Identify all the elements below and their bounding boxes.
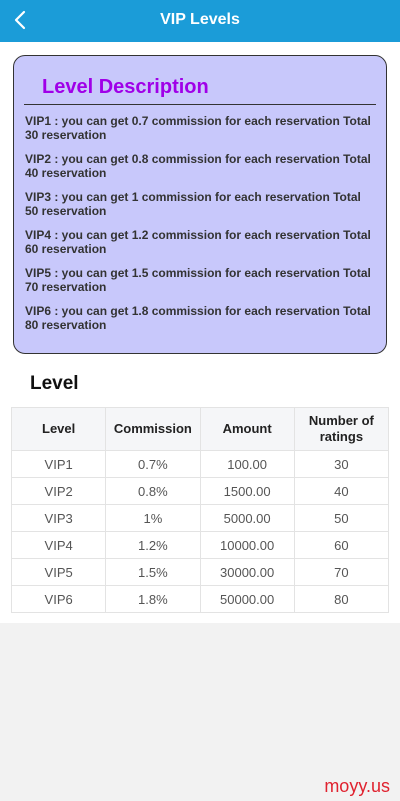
level-description-item: VIP6 : you can get 1.8 commission for ea… — [25, 304, 371, 332]
cell-amount: 5000.00 — [199, 504, 295, 532]
level-description-card: Level Description VIP1 : you can get 0.7… — [13, 55, 387, 354]
cell-ratings: 80 — [293, 585, 390, 613]
cell-level: VIP6 — [10, 585, 107, 613]
level-description-item: VIP4 : you can get 1.2 commission for ea… — [25, 228, 371, 256]
cell-commission: 1.2% — [105, 531, 201, 559]
cell-level: VIP4 — [10, 531, 107, 559]
table-row: VIP2 0.8% 1500.00 40 — [10, 477, 390, 505]
level-section-title: Level — [30, 373, 79, 394]
table-row: VIP4 1.2% 10000.00 60 — [10, 531, 390, 559]
cell-amount: 50000.00 — [199, 585, 295, 613]
cell-amount: 100.00 — [199, 450, 295, 478]
cell-ratings: 70 — [293, 558, 390, 586]
level-description-list: VIP1 : you can get 0.7 commission for ea… — [25, 114, 377, 342]
cell-ratings: 40 — [293, 477, 390, 505]
page-title: VIP Levels — [160, 11, 240, 28]
cell-commission: 1.8% — [105, 585, 201, 613]
column-header-commission: Commission — [105, 407, 201, 451]
cell-commission: 1.5% — [105, 558, 201, 586]
table-row: VIP5 1.5% 30000.00 70 — [10, 558, 390, 586]
table-row: VIP1 0.7% 100.00 30 — [10, 450, 390, 478]
cell-amount: 30000.00 — [199, 558, 295, 586]
table-row: VIP3 1% 5000.00 50 — [10, 504, 390, 532]
cell-commission: 0.7% — [105, 450, 201, 478]
header-bar: VIP Levels — [0, 0, 400, 42]
column-header-level: Level — [10, 407, 107, 451]
column-header-amount: Amount — [199, 407, 295, 451]
main-content: Level Description VIP1 : you can get 0.7… — [0, 42, 400, 623]
cell-amount: 10000.00 — [199, 531, 295, 559]
cell-commission: 1% — [105, 504, 201, 532]
level-description-item: VIP5 : you can get 1.5 commission for ea… — [25, 266, 371, 294]
cell-ratings: 50 — [293, 504, 390, 532]
watermark-text: moyy.us — [324, 776, 390, 796]
divider — [24, 104, 376, 105]
cell-ratings: 60 — [293, 531, 390, 559]
cell-level: VIP1 — [10, 450, 107, 478]
cell-level: VIP2 — [10, 477, 107, 505]
level-description-title: Level Description — [42, 76, 209, 98]
cell-level: VIP3 — [10, 504, 107, 532]
cell-commission: 0.8% — [105, 477, 201, 505]
chevron-left-icon[interactable] — [10, 9, 32, 31]
cell-ratings: 30 — [293, 450, 390, 478]
cell-amount: 1500.00 — [199, 477, 295, 505]
level-description-item: VIP1 : you can get 0.7 commission for ea… — [25, 114, 371, 142]
cell-level: VIP5 — [10, 558, 107, 586]
table-header-row: Level Commission Amount Number of rating… — [10, 407, 390, 451]
level-description-item: VIP3 : you can get 1 commission for each… — [25, 190, 361, 218]
level-description-item: VIP2 : you can get 0.8 commission for ea… — [25, 152, 371, 180]
column-header-ratings: Number of ratings — [293, 407, 390, 451]
table-row: VIP6 1.8% 50000.00 80 — [10, 585, 390, 613]
level-table: Level Commission Amount Number of rating… — [10, 407, 390, 613]
